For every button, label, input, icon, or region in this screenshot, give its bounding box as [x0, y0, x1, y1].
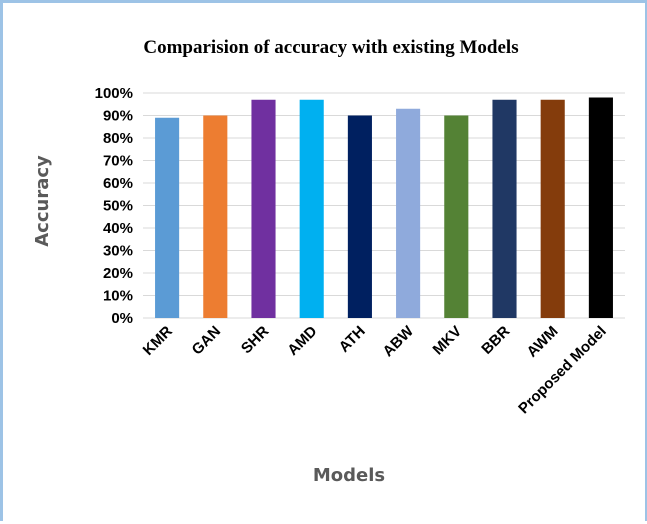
y-tick-label: 0%	[111, 310, 133, 327]
y-tick-label: 80%	[103, 130, 133, 147]
bar-awm	[540, 99, 565, 318]
bar-kmr	[155, 117, 180, 318]
bar-proposed-model	[588, 97, 613, 318]
y-axis-title: Accuracy	[32, 155, 53, 247]
bars	[155, 97, 613, 318]
x-tick-label: Proposed Model	[515, 323, 610, 418]
y-tick-label: 30%	[103, 243, 133, 260]
bar-chart: Comparision of accuracy with existing Mo…	[32, 37, 625, 486]
x-tick-label: ATH	[336, 323, 369, 356]
y-tick-label: 40%	[103, 220, 133, 237]
bar-gan	[203, 115, 228, 318]
y-tick-label: 90%	[103, 108, 133, 125]
y-tick-label: 20%	[103, 265, 133, 282]
chart-title: Comparision of accuracy with existing Mo…	[143, 37, 518, 58]
x-tick-label: KMR	[140, 323, 176, 359]
x-tick-label: AWM	[524, 323, 562, 361]
bar-abw	[396, 108, 421, 318]
y-tick-label: 50%	[103, 198, 133, 215]
x-tick-label: AMD	[284, 323, 320, 359]
y-axis-ticks: 0% 10% 20% 30% 40% 50% 60% 70% 80% 90% 100%	[95, 85, 133, 327]
x-tick-label: GAN	[189, 323, 225, 359]
x-tick-label: BBR	[478, 323, 513, 358]
x-tick-label: ABW	[380, 322, 418, 360]
bar-shr	[251, 99, 276, 318]
bar-bbr	[492, 99, 517, 318]
bar-amd	[299, 99, 324, 318]
x-axis-title: Models	[313, 465, 385, 486]
x-tick-label: MKV	[430, 323, 466, 359]
bar-mkv	[444, 115, 469, 318]
bar-ath	[347, 115, 372, 318]
x-tick-label: SHR	[238, 323, 273, 358]
y-tick-label: 10%	[103, 288, 133, 305]
y-tick-label: 60%	[103, 175, 133, 192]
y-tick-label: 70%	[103, 153, 133, 170]
y-tick-label: 100%	[95, 85, 133, 102]
